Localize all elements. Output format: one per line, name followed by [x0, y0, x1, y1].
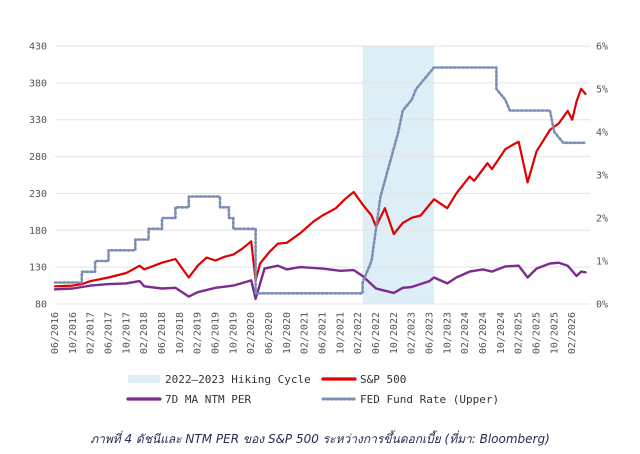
x-tick-label: 06/2017 [104, 312, 115, 354]
legend-fed-rate: FED Fund Rate (Upper) [321, 393, 499, 406]
x-tick-label: 06/2016 [50, 312, 61, 354]
x-tick-label: 10/2024 [496, 312, 507, 354]
x-tick-label: 10/2018 [175, 312, 186, 354]
s-and-p-500-line [53, 87, 587, 288]
x-tick-label: 10/2022 [389, 312, 400, 354]
x-tick-label: 10/2019 [228, 312, 239, 354]
y-right-tick-label: 4% [596, 128, 608, 139]
y-left-tick-label: 280 [29, 152, 47, 163]
x-tick-label: 06/2024 [478, 312, 489, 354]
x-tick-label: 02/2025 [514, 312, 525, 354]
y-left-tick-label: 130 [29, 263, 47, 274]
chart-caption: ภาพที่ 4 ดัชนีและ NTM PER ของ S&P 500 ระ… [90, 432, 550, 446]
x-tick-label: 06/2018 [157, 312, 168, 354]
y-left-tick-label: 230 [29, 189, 47, 200]
y-right-tick-label: 3% [596, 171, 608, 182]
legend-label: 2022–2023 Hiking Cycle [165, 373, 311, 386]
x-tick-label: 06/2025 [532, 312, 543, 354]
x-tick-label: 06/2023 [425, 312, 436, 354]
y-left-tick-label: 80 [35, 300, 47, 311]
x-tick-label: 02/2018 [139, 312, 150, 354]
x-tick-label: 10/2021 [335, 312, 346, 354]
x-tick-label: 02/2021 [300, 312, 311, 354]
x-tick-label: 02/2022 [353, 312, 364, 354]
y-left-tick-label: 330 [29, 115, 47, 126]
x-tick-label: 02/2023 [407, 312, 418, 354]
x-tick-label: 10/2025 [549, 312, 560, 354]
x-tick-label: 06/2021 [318, 312, 329, 354]
y-right-tick-label: 6% [596, 42, 608, 53]
x-tick-label: 02/2017 [86, 312, 97, 354]
x-tick-label: 02/2026 [567, 312, 578, 354]
hiking-cycle-band [362, 46, 434, 304]
x-tick-label: 10/2016 [68, 312, 79, 354]
x-tick-label: 02/2020 [246, 312, 257, 354]
y-left-tick-label: 380 [29, 78, 47, 89]
legend-label: FED Fund Rate (Upper) [360, 393, 499, 406]
x-tick-label: 02/2019 [193, 312, 204, 354]
legend-hiking-cycle: 2022–2023 Hiking Cycle [128, 373, 311, 386]
y-right-tick-label: 1% [596, 257, 608, 268]
y-right-tick-label: 2% [596, 214, 608, 225]
legend-label: 7D MA NTM PER [165, 393, 251, 406]
x-tick-label: 10/2017 [121, 312, 132, 354]
fed-rate-line [53, 66, 587, 295]
x-tick-label: 06/2019 [211, 312, 222, 354]
y-left-tick-label: 180 [29, 226, 47, 237]
x-tick-label: 02/2024 [460, 312, 471, 354]
legend-ntm-per: 7D MA NTM PER [126, 393, 251, 406]
ntm-per-line [53, 261, 587, 300]
legend-s-and-p-500: S&P 500 [321, 373, 406, 386]
y-right-tick-label: 5% [596, 85, 608, 96]
x-tick-label: 10/2020 [282, 312, 293, 354]
y-right-tick-label: 0% [596, 300, 608, 311]
legend-label: S&P 500 [360, 373, 406, 386]
y-left-tick-label: 430 [29, 42, 47, 53]
x-tick-label: 06/2022 [371, 312, 382, 354]
x-tick-label: 06/2020 [264, 312, 275, 354]
x-tick-label: 10/2023 [442, 312, 453, 354]
legend-swatch [128, 375, 160, 383]
